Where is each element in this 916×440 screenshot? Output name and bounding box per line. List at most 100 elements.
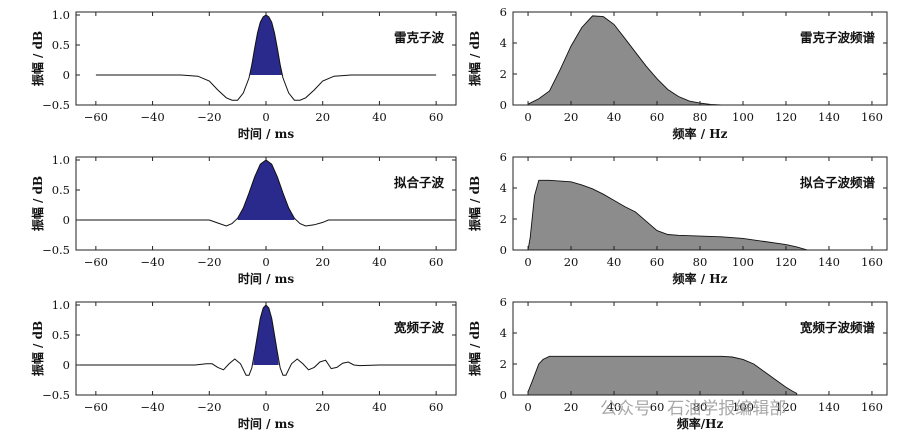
y-tick-label: −0.5 [42,243,70,257]
y-tick-label: 6 [500,5,507,19]
chart-panel-3: −60 −40 −20 0 20 40 60 −0.5 0 0.5 1.0 时间 / ms 振幅 / d… [30,153,457,286]
x-tick-label: 0 [262,255,269,269]
y-tick-label: 6 [500,150,507,164]
wavelet-fill [237,160,295,220]
x-tick-label: 120 [775,255,797,269]
x-tick-label: 40 [372,255,387,269]
panel-annotation: 宽频子波 [393,320,445,335]
x-tick-label: 160 [861,255,883,269]
y-axis-label: 振幅 / dB [30,31,45,86]
x-tick-label: 20 [564,255,579,269]
x-tick-label: 100 [732,255,754,269]
x-tick-label: 40 [607,110,622,124]
y-tick-label: 0 [500,388,507,402]
x-tick-label: 140 [818,255,840,269]
y-tick-label: 2 [500,212,507,226]
y-tick-label: −0.5 [42,98,70,112]
x-tick-label: 140 [818,400,840,414]
y-tick-label: 1.0 [52,153,70,167]
y-tick-label: 1.0 [52,298,70,312]
y-axis-label: 振幅 / dB [30,176,45,231]
wavelet-fill [253,305,279,365]
x-tick-label: 120 [775,400,797,414]
x-axis-label: 频率 / Hz [673,271,728,286]
y-axis-label: 振幅 / dB [467,176,482,231]
x-tick-label: 80 [693,110,708,124]
x-tick-label: −40 [140,400,164,414]
x-tick-label: 60 [429,255,444,269]
y-axis-label: 振幅 / dB [467,321,482,376]
y-axis-label: 振幅 / dB [30,321,45,376]
y-tick-label: 1.0 [52,8,70,22]
x-tick-label: 100 [732,400,754,414]
wavelet-line [76,304,456,376]
y-axis-label: 振幅 / dB [467,31,482,86]
spectrum-area [527,355,798,396]
y-tick-label: 2 [500,357,507,371]
y-tick-label: 0 [63,358,70,372]
x-tick-label: 0 [262,110,269,124]
x-tick-label: −40 [140,255,164,269]
x-tick-label: 60 [650,255,665,269]
x-tick-label: 120 [775,110,797,124]
panel-annotation: 拟合子波频谱 [800,175,876,190]
y-tick-label: 0.5 [52,183,70,197]
chart-panel-2: 0 20 40 60 80 100 120 140 160 0 2 4 6 频率 / Hz 振幅 / dB 雷… [467,5,888,141]
y-tick-label: 2 [500,67,507,81]
chart-panel-5: −60 −40 −20 0 20 40 60 −0.5 0 0.5 1.0 时间 / ms 振幅 / d… [30,298,457,431]
panel-annotation: 宽频子波频谱 [799,320,876,335]
x-tick-label: 20 [315,110,330,124]
panel-annotation: 雷克子波 [394,30,445,45]
x-tick-label: −20 [197,110,221,124]
x-tick-label: −60 [84,110,108,124]
y-tick-label: 0 [500,98,507,112]
x-axis-label: 频率 / Hz [673,126,728,141]
y-tick-label: 6 [500,295,507,309]
y-tick-label: 4 [500,326,507,340]
x-tick-label: 0 [262,400,269,414]
chart-panel-1: −60 −40 −20 0 20 40 60 −0.5 0 0.5 1.0 时间 / ms 振幅 / d… [30,8,457,141]
x-tick-label: 0 [524,255,531,269]
x-tick-label: 0 [524,110,531,124]
panel-annotation: 拟合子波 [394,175,445,190]
x-tick-label: 60 [650,110,665,124]
spectrum-area [527,15,722,106]
x-tick-label: 20 [564,110,579,124]
x-tick-label: −20 [197,400,221,414]
y-tick-label: 4 [500,36,507,50]
x-axis-label: 时间 / ms [238,416,294,431]
x-tick-label: 60 [429,400,444,414]
wavelet-fill [248,15,284,78]
x-tick-label: 80 [693,400,708,414]
x-tick-label: 20 [315,400,330,414]
x-axis-label: 时间 / ms [238,271,294,286]
x-axis-label: 时间 / ms [238,126,294,141]
y-tick-label: 0 [63,68,70,82]
x-tick-label: 40 [372,110,387,124]
x-tick-label: 40 [607,255,622,269]
x-tick-label: 20 [315,255,330,269]
y-tick-label: −0.5 [42,388,70,402]
x-tick-label: 60 [429,110,444,124]
panel-annotation: 雷克子波频谱 [800,30,876,45]
x-tick-label: 40 [372,400,387,414]
chart-panel-4: 0 20 40 60 80 100 120 140 160 0 2 4 6 频率 / Hz 振幅 / dB 拟… [467,150,888,286]
x-tick-label: 140 [818,110,840,124]
x-tick-label: 0 [524,400,531,414]
x-tick-label: 40 [607,400,622,414]
x-tick-label: −20 [197,255,221,269]
x-tick-label: −60 [84,400,108,414]
chart-panel-6: 0 20 40 60 80 100 120 140 160 0 2 4 6 频率/Hz 振幅 / dB 宽频子… [467,295,888,431]
watermark: 公众号 · 石油学报编辑部 [600,399,787,419]
x-tick-label: 80 [693,255,708,269]
x-tick-label: 100 [732,110,754,124]
x-axis-label: 频率/Hz [677,416,724,431]
y-tick-label: 4 [500,181,507,195]
x-tick-label: 160 [861,400,883,414]
x-tick-label: −60 [84,255,108,269]
spectrum-area [527,179,808,251]
y-tick-label: 0 [500,243,507,257]
x-tick-label: 160 [861,110,883,124]
y-tick-label: 0 [63,213,70,227]
